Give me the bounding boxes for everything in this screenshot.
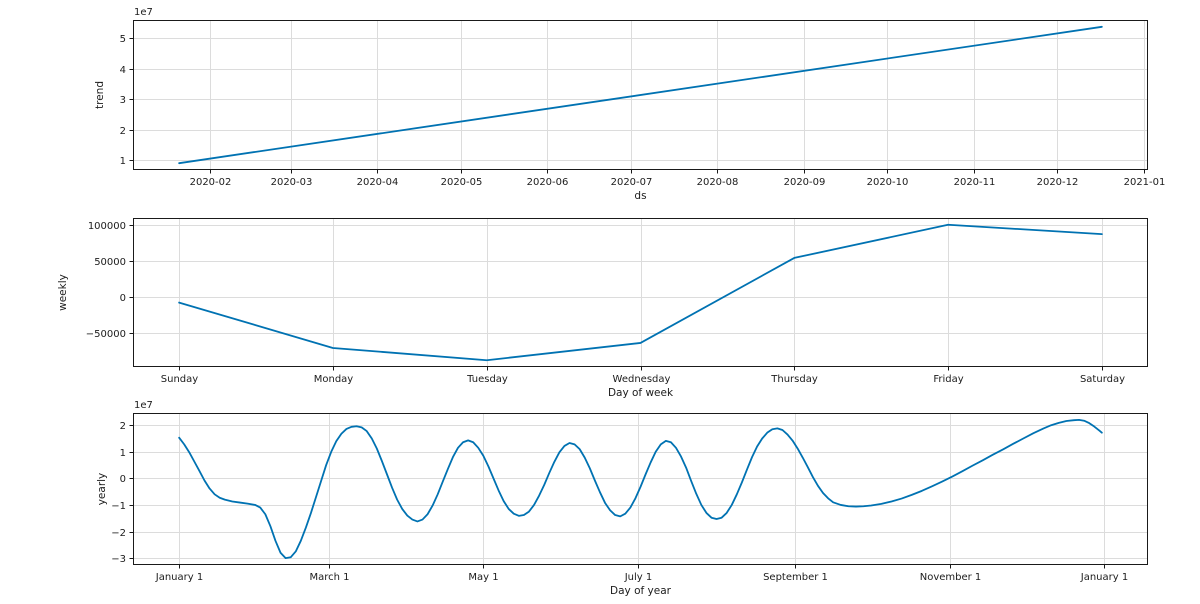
trend-xtick-label: 2020-05 [441, 177, 483, 188]
weekly-xtick-label: Monday [314, 374, 354, 385]
yearly-grid [133, 413, 1148, 565]
weekly-ytick-label: 100000 [88, 221, 126, 232]
weekly-xtick-label: Tuesday [466, 374, 508, 385]
weekly-xtick-label: Sunday [161, 374, 198, 385]
trend-xaxis-label: ds [634, 190, 646, 202]
trend-ticks [129, 38, 1145, 174]
yearly-ytick-label: 1 [120, 448, 126, 459]
weekly-xtick-label: Thursday [770, 374, 818, 385]
trend-grid [133, 20, 1148, 170]
trend-ytick-label: 5 [120, 34, 126, 45]
weekly-xtick-label: Wednesday [613, 374, 671, 385]
yearly-xtick-label: November 1 [920, 572, 982, 583]
weekly-yaxis-label: weekly [57, 274, 69, 311]
trend-axes-box [133, 20, 1148, 170]
yearly-xtick-label: July 1 [624, 572, 653, 583]
yearly-axes-box [133, 413, 1148, 565]
weekly-tick-labels: Sunday Monday Tuesday Wednesday Thursday Frid… [86, 221, 1125, 385]
weekly-ytick-label: −50000 [86, 329, 126, 340]
weekly-xtick-label: Saturday [1080, 374, 1125, 385]
yearly-tick-labels: January 1 March 1 May 1 July 1 September 1 No… [111, 421, 1128, 583]
trend-xtick-label: 2020-11 [954, 177, 996, 188]
yearly-ytick-label: 0 [120, 474, 126, 485]
weekly-ticks [129, 225, 1103, 371]
weekly-ytick-label: 0 [120, 293, 126, 304]
yearly-series-line [178, 419, 1103, 559]
weekly-axes-box [133, 218, 1148, 367]
trend-subplot: 2020-02 2020-03 2020-04 2020-05 2020-06 2020-… [94, 7, 1165, 202]
trend-xtick-label: 2020-10 [867, 177, 909, 188]
trend-xtick-label: 2021-01 [1124, 177, 1166, 188]
trend-xtick-label: 2020-03 [271, 177, 313, 188]
yearly-ytick-label: −1 [111, 501, 126, 512]
weekly-subplot: Sunday Monday Tuesday Wednesday Thursday Frid… [57, 218, 1148, 399]
yearly-xtick-label: September 1 [763, 572, 828, 583]
trend-ytick-label: 2 [120, 126, 126, 137]
weekly-grid [133, 218, 1148, 367]
trend-xtick-label: 2020-12 [1037, 177, 1079, 188]
trend-ytick-label: 3 [120, 95, 126, 106]
yearly-xtick-label: March 1 [309, 572, 349, 583]
trend-xtick-label: 2020-08 [697, 177, 739, 188]
weekly-ytick-label: 50000 [94, 257, 126, 268]
trend-xtick-label: 2020-02 [190, 177, 232, 188]
trend-xtick-label: 2020-07 [611, 177, 653, 188]
yearly-xaxis-label: Day of year [610, 585, 672, 597]
weekly-xaxis-label: Day of week [608, 387, 674, 399]
trend-xtick-label: 2020-06 [527, 177, 569, 188]
yearly-ytick-label: −3 [111, 554, 126, 565]
trend-xtick-label: 2020-04 [357, 177, 399, 188]
trend-xtick-label: 2020-09 [784, 177, 826, 188]
yearly-xtick-label: January 1 [1080, 572, 1128, 583]
yearly-offset-text: 1e7 [134, 400, 153, 411]
trend-tick-labels: 2020-02 2020-03 2020-04 2020-05 2020-06 2020-… [120, 34, 1166, 188]
yearly-ytick-label: −2 [111, 528, 126, 539]
trend-ytick-label: 4 [120, 65, 126, 76]
yearly-ytick-label: 2 [120, 421, 126, 432]
trend-series-line [178, 25, 1103, 165]
weekly-series-line [178, 223, 1103, 362]
weekly-xtick-label: Friday [933, 374, 963, 385]
yearly-subplot: January 1 March 1 May 1 July 1 September 1 No… [96, 400, 1148, 597]
trend-ytick-label: 1 [120, 156, 126, 167]
trend-offset-text: 1e7 [134, 7, 153, 18]
yearly-ticks [129, 425, 1105, 569]
yearly-xtick-label: January 1 [155, 572, 203, 583]
yearly-yaxis-label: yearly [96, 473, 108, 506]
yearly-xtick-label: May 1 [468, 572, 498, 583]
trend-yaxis-label: trend [94, 81, 106, 109]
